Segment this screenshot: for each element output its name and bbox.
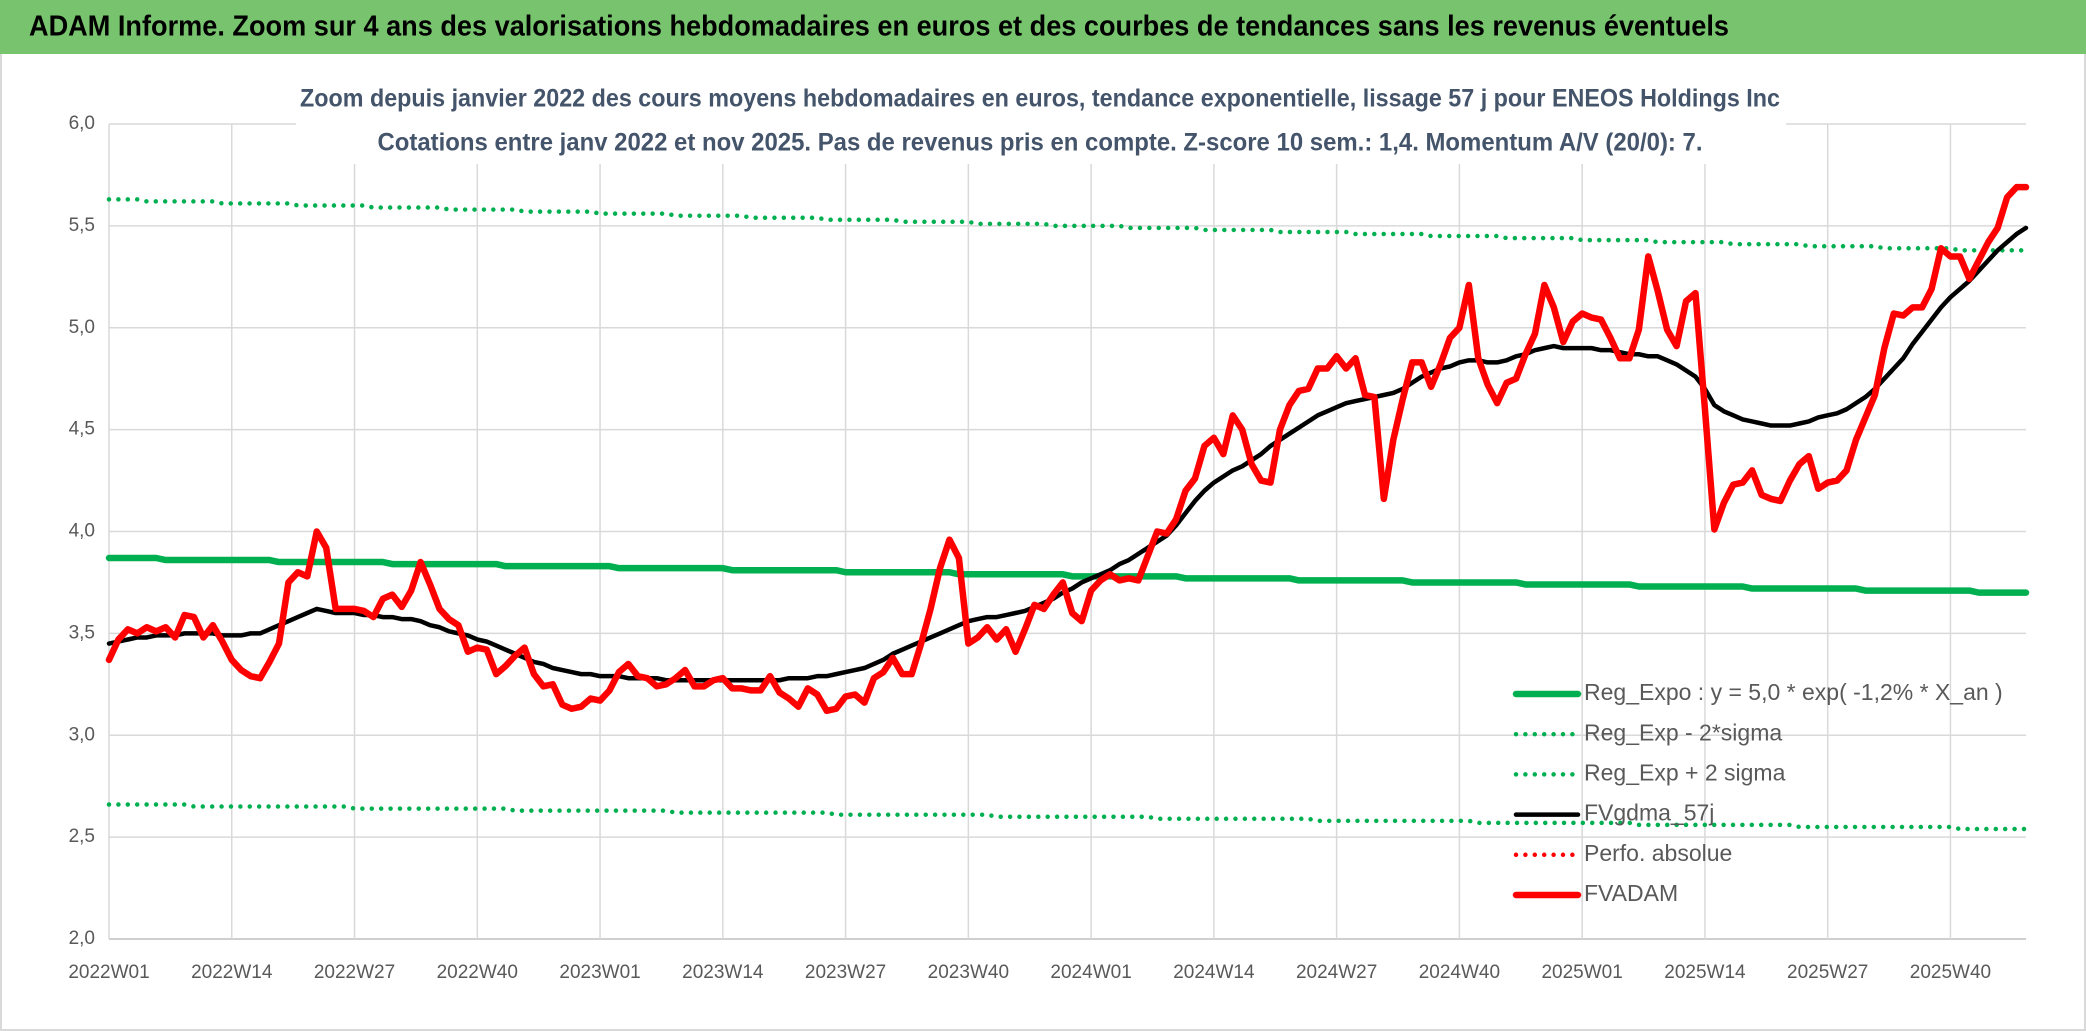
x-tick-label: 2023W01 bbox=[559, 962, 640, 983]
y-tick-label: 6,0 bbox=[69, 113, 95, 134]
x-tick-label: 2022W01 bbox=[68, 962, 149, 983]
series-line bbox=[106, 802, 2029, 832]
legend-label: Reg_Exp + 2 sigma bbox=[1584, 759, 1786, 785]
series-line bbox=[105, 183, 2030, 715]
legend-label: Perfo. absolue bbox=[1584, 840, 1732, 866]
legend-label: Reg_Exp - 2*sigma bbox=[1584, 719, 1782, 745]
y-tick-label: 2,0 bbox=[69, 928, 95, 949]
x-tick-label: 2025W01 bbox=[1541, 962, 1622, 983]
chart-subtitle: Cotations entre janv 2022 et nov 2025. P… bbox=[378, 129, 1703, 157]
x-tick-label: 2022W40 bbox=[437, 962, 518, 983]
legend-label: FVgdma_57j bbox=[1584, 800, 1714, 826]
legend-label: Reg_Expo : y = 5,0 * exp( -1,2% * X_an ) bbox=[1584, 679, 2003, 705]
x-tick-label: 2025W27 bbox=[1787, 962, 1868, 983]
y-tick-label: 2,5 bbox=[69, 826, 95, 847]
banner bbox=[0, 0, 2086, 54]
x-tick-label: 2023W14 bbox=[682, 962, 764, 983]
x-tick-label: 2024W27 bbox=[1296, 962, 1377, 983]
series-line bbox=[105, 554, 2030, 596]
x-tick-label: 2023W40 bbox=[928, 962, 1009, 983]
title-box bbox=[296, 78, 1786, 164]
x-tick-label: 2022W27 bbox=[314, 962, 395, 983]
x-tick-label: 2022W14 bbox=[191, 962, 273, 983]
y-tick-label: 3,5 bbox=[69, 622, 95, 643]
x-tick-label: 2024W14 bbox=[1173, 962, 1255, 983]
y-tick-label: 4,5 bbox=[69, 419, 95, 440]
plot-area: 2,0 2,5 3,0 3,5 4,0 4,5 5,0 5,5 6,0 2022W01 2022W1… bbox=[68, 113, 2030, 983]
series-line bbox=[106, 197, 2029, 253]
legend-label: FVADAM bbox=[1584, 880, 1678, 906]
x-tick-label: 2023W27 bbox=[805, 962, 886, 983]
y-tick-label: 4,0 bbox=[69, 521, 95, 542]
x-tick-label: 2024W40 bbox=[1419, 962, 1500, 983]
x-tick-label: 2025W14 bbox=[1664, 962, 1746, 983]
x-tick-label: 2024W01 bbox=[1050, 962, 1131, 983]
x-tick-label: 2025W40 bbox=[1910, 962, 1991, 983]
page-title: ADAM Informe. Zoom sur 4 ans des valoris… bbox=[29, 11, 1729, 43]
y-tick-label: 5,0 bbox=[69, 317, 95, 338]
y-tick-label: 3,0 bbox=[69, 724, 95, 745]
chart-title: Zoom depuis janvier 2022 des cours moyen… bbox=[300, 85, 1780, 113]
y-tick-label: 5,5 bbox=[69, 215, 95, 236]
